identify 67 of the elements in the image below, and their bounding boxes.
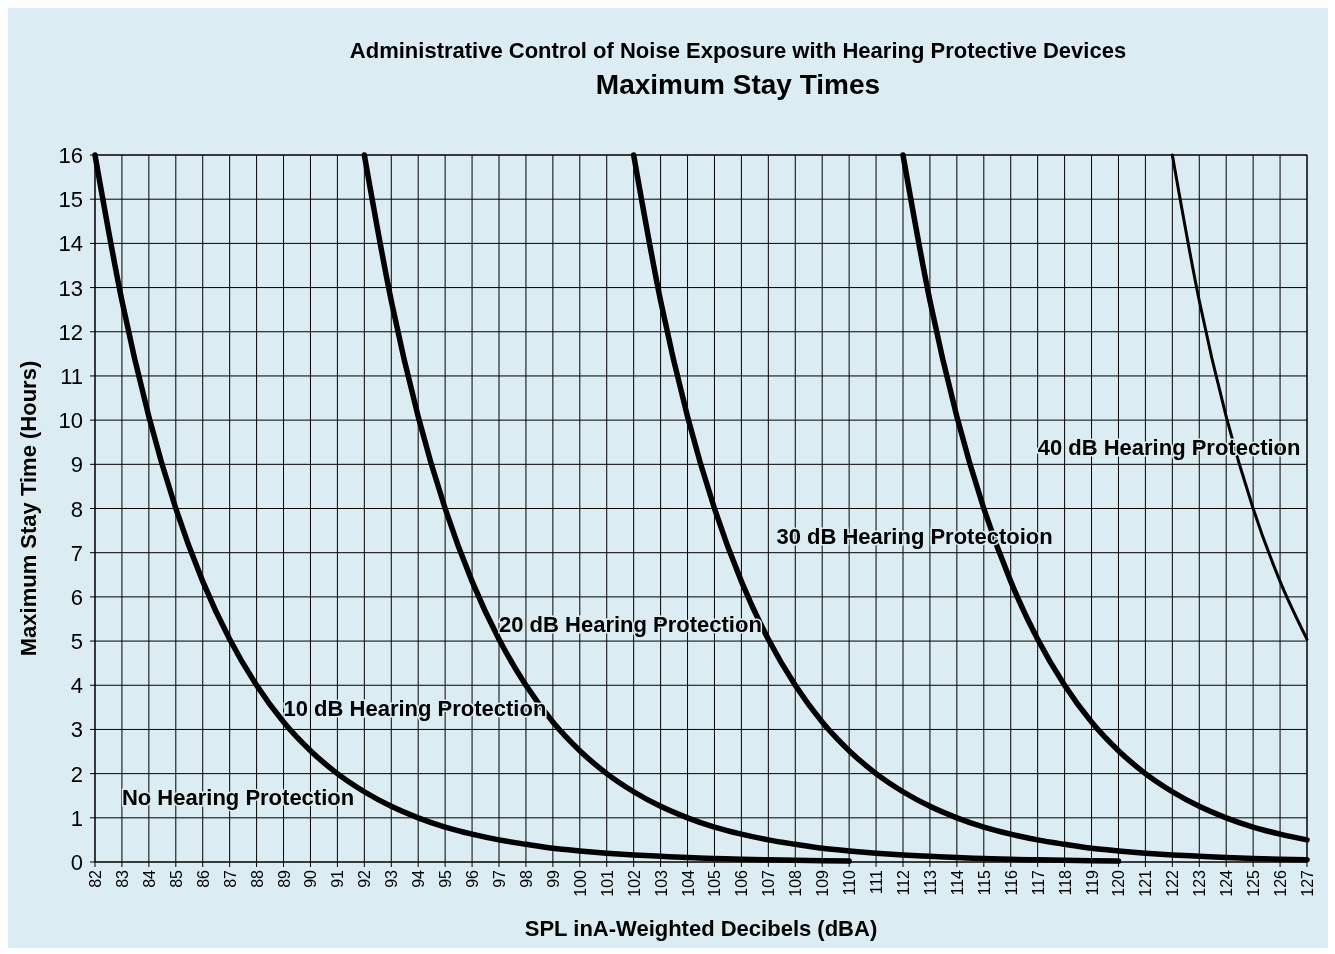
y-tick-label: 0 xyxy=(70,850,83,875)
x-tick-label: 102 xyxy=(625,869,643,897)
x-tick-label: 116 xyxy=(1002,869,1020,896)
y-tick-label: 11 xyxy=(60,363,83,389)
x-tick-label: 107 xyxy=(760,869,778,897)
x-tick-label: 101 xyxy=(598,869,616,897)
x-tick-label: 123 xyxy=(1191,869,1209,897)
y-axis-title: Maximum Stay Time (Hours) xyxy=(16,360,41,657)
chart-subtitle: Maximum Stay Times xyxy=(595,69,881,100)
x-tick-label: 126 xyxy=(1272,869,1290,897)
x-tick-label: 103 xyxy=(652,869,670,897)
y-tick-label: 1 xyxy=(70,805,83,831)
x-tick-label: 125 xyxy=(1245,869,1263,897)
x-tick-label: 119 xyxy=(1083,869,1101,896)
x-tick-label: 97 xyxy=(491,869,508,888)
x-tick-label: 121 xyxy=(1137,869,1155,897)
x-tick-label: 114 xyxy=(948,869,966,896)
x-tick-label: 82 xyxy=(87,869,104,888)
y-tick-label: 7 xyxy=(70,540,83,566)
y-tick-label: 10 xyxy=(58,408,83,434)
x-tick-label: 100 xyxy=(571,869,589,897)
x-tick-label: 115 xyxy=(975,869,993,896)
x-tick-label: 83 xyxy=(113,869,131,888)
x-axis-title: SPL inA-Weighted Decibels (dBA) xyxy=(524,916,878,941)
x-tick-label: 112 xyxy=(895,869,912,896)
x-tick-label: 120 xyxy=(1110,869,1128,897)
x-tick-label: 87 xyxy=(221,869,239,888)
x-tick-label: 105 xyxy=(706,869,724,897)
x-tick-label: 84 xyxy=(140,869,158,888)
y-tick-label: 12 xyxy=(58,319,83,345)
x-tick-label: 104 xyxy=(679,869,697,897)
y-tick-label: 2 xyxy=(70,761,83,787)
y-tick-label: 14 xyxy=(58,231,83,257)
x-tick-label: 110 xyxy=(841,869,859,896)
x-tick-label: 98 xyxy=(517,869,535,888)
x-tick-label: 95 xyxy=(437,869,455,888)
x-tick-label: 122 xyxy=(1164,869,1182,897)
x-tick-label: 118 xyxy=(1056,869,1074,896)
y-tick-label: 13 xyxy=(58,275,83,301)
y-tick-label: 16 xyxy=(58,143,83,168)
x-tick-label: 85 xyxy=(167,869,185,888)
x-tick-label: 96 xyxy=(464,869,482,888)
x-tick-label: 93 xyxy=(383,869,401,888)
x-tick-label: 94 xyxy=(410,869,428,888)
chart-title: Administrative Control of Noise Exposure with Hearing Protective Devices xyxy=(349,38,1127,63)
y-tick-label: 8 xyxy=(70,496,83,522)
y-tick-label: 9 xyxy=(70,452,83,478)
x-tick-label: 109 xyxy=(814,869,832,897)
x-tick-label: 113 xyxy=(921,869,939,896)
x-tick-label: 86 xyxy=(194,869,212,888)
y-tick-label: 15 xyxy=(58,187,83,213)
y-tick-label: 5 xyxy=(70,629,83,655)
x-tick-label: 108 xyxy=(787,869,805,897)
x-tick-label: 124 xyxy=(1218,869,1236,897)
x-tick-label: 92 xyxy=(356,869,374,888)
y-tick-label: 6 xyxy=(70,584,83,610)
x-tick-label: 90 xyxy=(302,869,320,888)
x-tick-label: 99 xyxy=(544,869,562,888)
y-tick-label: 4 xyxy=(70,673,83,699)
x-tick-label: 111 xyxy=(868,869,886,895)
x-tick-label: 117 xyxy=(1029,869,1047,896)
x-tick-label: 89 xyxy=(275,869,293,888)
x-tick-label: 106 xyxy=(733,869,751,897)
x-tick-label: 88 xyxy=(248,869,266,888)
x-tick-label: 91 xyxy=(329,869,347,888)
y-tick-label: 3 xyxy=(70,717,83,743)
x-tick-label: 127 xyxy=(1299,869,1316,897)
